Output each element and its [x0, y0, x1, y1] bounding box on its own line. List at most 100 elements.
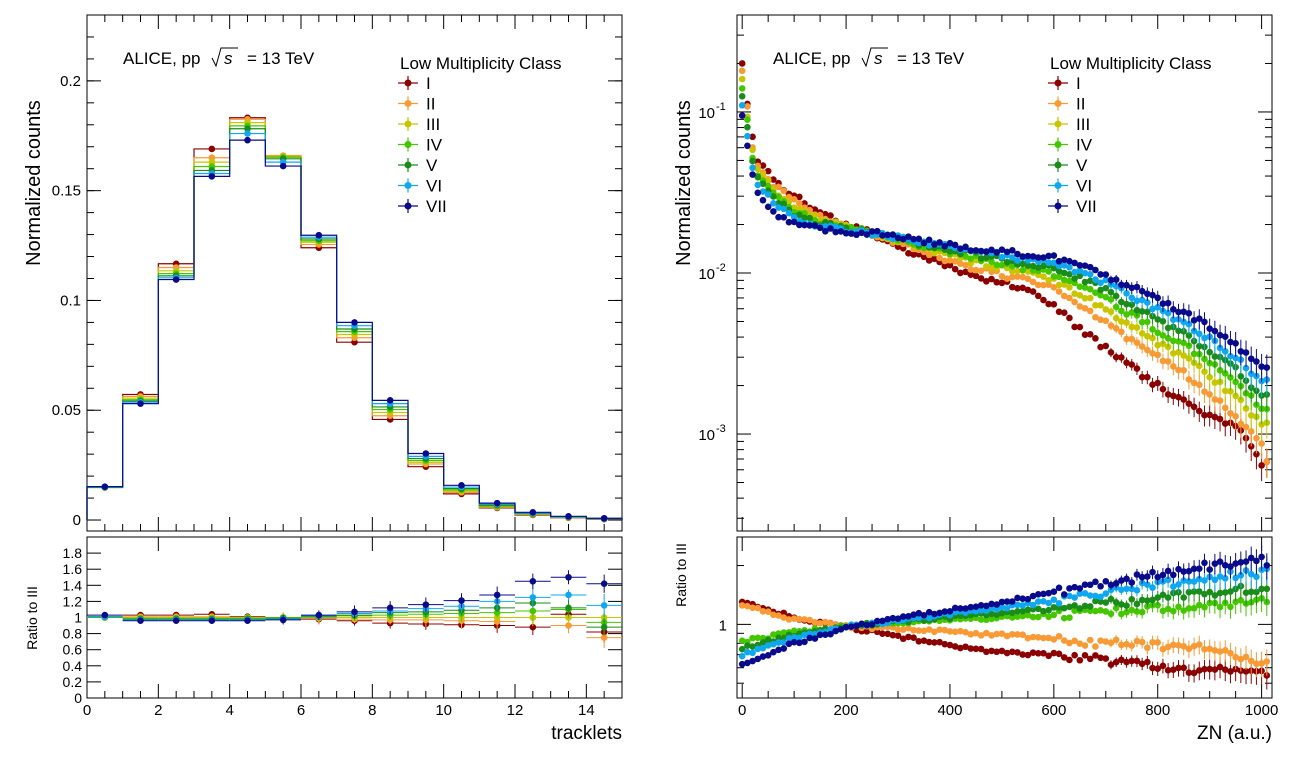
data-point-V — [1206, 588, 1213, 596]
data-point-II — [1112, 325, 1120, 332]
data-point-VII — [1050, 588, 1058, 596]
data-point-V — [1019, 607, 1026, 615]
data-point-III — [1164, 343, 1172, 351]
legend-marker — [1054, 79, 1062, 87]
legend-label-IV: IV — [1076, 136, 1093, 155]
data-point-IV — [770, 631, 777, 638]
data-point-V — [1138, 596, 1146, 604]
data-point-I — [1242, 668, 1250, 675]
data-point-I — [1149, 664, 1156, 672]
data-point-IV — [1190, 350, 1198, 358]
data-point-IV — [1227, 374, 1234, 381]
data-point-IV — [1112, 303, 1120, 311]
data-point-VII — [1201, 559, 1208, 567]
data-point-III — [1107, 308, 1115, 316]
sqrt-symbol — [861, 47, 888, 68]
y-tick-label: 1.2 — [63, 593, 83, 609]
data-point-VI — [1175, 581, 1182, 588]
data-point-II — [1097, 637, 1104, 645]
data-point-VI — [1144, 299, 1151, 306]
data-point-I — [1123, 359, 1130, 366]
data-point-II — [1076, 303, 1084, 310]
data-point-I — [957, 269, 964, 277]
data-point-III — [811, 211, 819, 219]
data-point-VII — [315, 231, 323, 239]
data-point-VII — [764, 203, 772, 211]
data-point-V — [770, 193, 777, 200]
data-point-III — [1081, 294, 1089, 302]
data-point-VII — [873, 617, 881, 625]
data-point-IV — [1019, 266, 1026, 274]
data-point-I — [1097, 654, 1104, 662]
data-point-VII — [1066, 257, 1073, 265]
data-point-VII — [529, 577, 537, 585]
data-point-IV — [754, 634, 762, 642]
data-point-III — [1175, 348, 1182, 356]
data-point-VI — [738, 652, 746, 660]
data-point-V — [1138, 308, 1146, 315]
data-point-VII — [1175, 308, 1182, 316]
data-point-VI — [785, 209, 793, 217]
data-point-VI — [1097, 593, 1104, 601]
data-point-IV — [493, 609, 501, 616]
data-point-VII — [386, 604, 394, 612]
data-point-II — [796, 199, 803, 207]
data-point-V — [1253, 588, 1260, 596]
data-point-VII — [1081, 262, 1089, 269]
data-point-IV — [967, 255, 975, 262]
data-point-II — [1138, 343, 1146, 350]
data-point-VII — [785, 218, 793, 226]
data-point-VII — [972, 603, 980, 610]
data-point-II — [1097, 316, 1104, 324]
data-point-VII — [1097, 271, 1104, 278]
data-point-VII — [1206, 325, 1213, 332]
data-point-II — [1242, 653, 1250, 661]
data-point-I — [738, 60, 746, 67]
data-point-VII — [351, 319, 358, 326]
data-point-IV — [1206, 599, 1213, 607]
legend-title: Low Multiplicity Class — [400, 54, 562, 73]
data-point-IV — [1118, 307, 1125, 315]
data-point-IV — [1190, 604, 1198, 612]
data-point-VI — [1237, 572, 1245, 579]
data-point-VI — [775, 639, 782, 646]
data-point-VII — [858, 620, 865, 628]
data-point-VI — [1133, 297, 1141, 305]
data-point-V — [1164, 324, 1172, 332]
data-point-VI — [1138, 296, 1146, 304]
legend-marker — [404, 141, 412, 148]
data-point-IV — [1128, 309, 1136, 316]
data-point-I — [951, 643, 959, 650]
data-point-V — [1123, 300, 1130, 308]
data-point-VII — [1263, 562, 1271, 569]
data-point-VI — [925, 241, 933, 249]
data-point-V — [1185, 332, 1193, 339]
data-point-V — [1154, 316, 1162, 323]
data-point-IV — [1221, 370, 1229, 377]
data-point-VII — [1164, 567, 1172, 575]
data-point-I — [915, 637, 923, 645]
data-point-VI — [1055, 600, 1063, 607]
data-point-I — [972, 272, 980, 280]
data-point-V — [764, 636, 772, 644]
data-point-I — [1159, 385, 1167, 393]
data-point-VII — [351, 608, 358, 616]
data-point-VI — [1050, 596, 1058, 604]
data-point-IV — [1216, 603, 1224, 611]
data-point-VII — [816, 631, 824, 639]
data-point-II — [1154, 639, 1162, 646]
data-point-VII — [172, 276, 180, 283]
data-point-I — [1050, 301, 1058, 308]
data-point-VII — [770, 208, 777, 215]
data-point-I — [910, 251, 917, 258]
data-point-VII — [998, 246, 1006, 254]
sqrt-s-label: s — [224, 49, 233, 68]
data-point-II — [822, 618, 829, 626]
y-tick-label: 0.1 — [60, 292, 81, 309]
data-point-VI — [790, 634, 798, 641]
panel-bottom-right: 1 0 200 400 600 800 1000 Ratio to III ZN (a.u.) — [673, 536, 1278, 744]
data-point-VI — [1086, 592, 1094, 599]
data-point-VI — [1014, 257, 1021, 264]
data-point-IV — [1107, 610, 1115, 618]
data-point-VI — [1060, 262, 1068, 269]
